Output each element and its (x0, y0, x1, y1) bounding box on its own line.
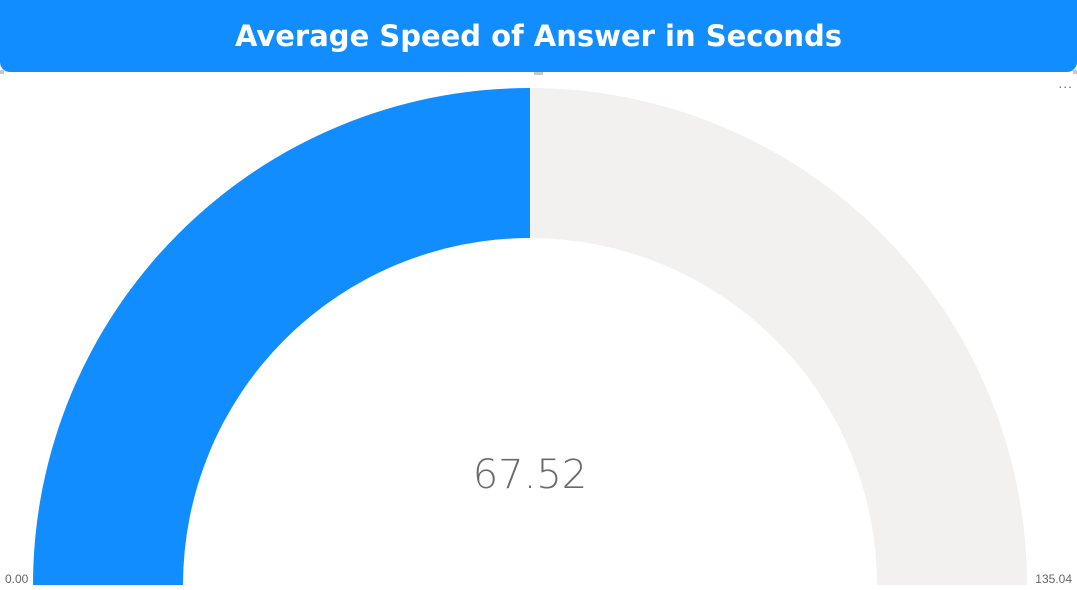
visual-title-bar: Average Speed of Answer in Seconds (0, 0, 1077, 72)
visual-title: Average Speed of Answer in Seconds (234, 19, 843, 53)
gauge-min-label: 0.00 (5, 572, 29, 586)
more-options-icon[interactable]: ... (1058, 75, 1073, 91)
resize-handle[interactable] (534, 72, 543, 75)
gauge-fill (33, 88, 530, 585)
gauge-value: 67.52 (473, 452, 588, 498)
corner-handle-left[interactable] (0, 70, 4, 74)
gauge-max-label: 135.04 (1035, 572, 1072, 586)
corner-handle-right[interactable] (1073, 70, 1077, 74)
